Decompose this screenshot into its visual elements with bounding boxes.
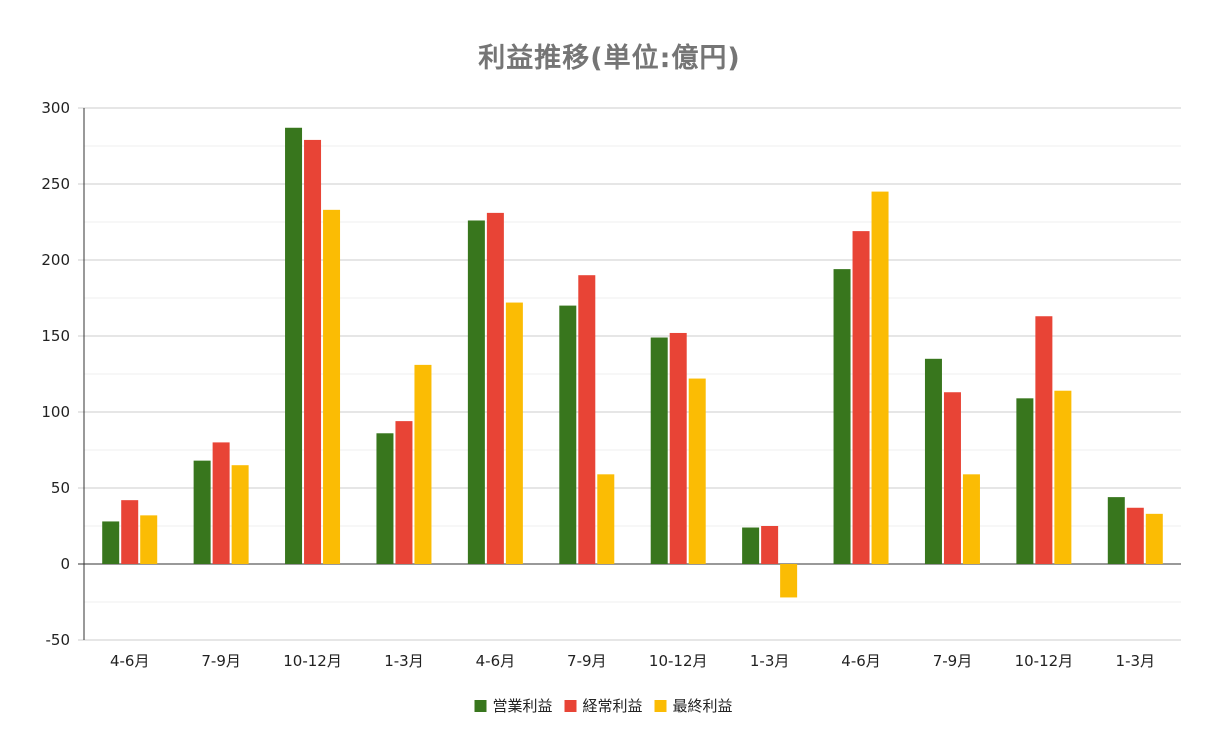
x-tick-label: 4-6月 [841,652,881,670]
bar [688,378,706,564]
bar [467,220,485,565]
y-tick-label: 100 [41,403,70,421]
bar [1054,390,1072,564]
y-tick-label: 150 [41,327,70,345]
bar [852,231,870,564]
legend-label: 営業利益 [493,697,553,715]
bar [486,212,504,564]
legend-swatch [654,700,667,712]
x-tick-label: 1-3月 [1116,652,1156,670]
bar [833,269,851,564]
bar [140,515,158,564]
bar [650,337,668,564]
bar [742,527,760,564]
legend-label: 最終利益 [673,697,733,715]
bar [871,191,889,564]
bar [121,500,139,564]
bar [304,139,322,565]
y-tick-label: 200 [41,251,70,269]
bar [395,421,413,564]
bar [102,521,120,564]
x-tick-label: 1-3月 [384,652,424,670]
bar [559,305,577,564]
bar [376,433,394,564]
bar [414,364,432,564]
x-tick-label: 10-12月 [649,652,708,670]
y-tick-label: 0 [60,555,70,573]
bar [1035,316,1053,564]
bar [212,442,230,564]
x-tick-label: 4-6月 [110,652,150,670]
y-tick-label: 50 [51,479,70,497]
bar [323,209,341,564]
y-tick-label: 250 [41,175,70,193]
x-tick-label: 4-6月 [476,652,516,670]
bar [962,474,980,564]
y-tick-label: 300 [41,99,70,117]
legend-label: 経常利益 [583,697,643,715]
bar [1145,513,1163,564]
bar [231,465,249,564]
x-tick-label: 10-12月 [283,652,342,670]
bar [1016,398,1034,564]
bar [578,275,596,564]
legend-swatch [474,700,487,712]
bar [505,302,523,564]
x-tick-label: 1-3月 [750,652,790,670]
x-tick-label: 10-12月 [1015,652,1074,670]
bar [943,392,961,564]
bar [780,564,798,598]
x-tick-label: 7-9月 [201,652,241,670]
bar [193,460,211,564]
y-tick-label: -50 [46,631,71,649]
bar [761,526,779,564]
bar [924,358,942,564]
bar [597,474,615,564]
bar [1107,497,1125,564]
legend-swatch [564,700,577,712]
bar [669,332,687,564]
x-tick-label: 7-9月 [567,652,607,670]
bar [1126,507,1144,564]
x-tick-label: 7-9月 [933,652,973,670]
bar [285,127,303,564]
chart-title: 利益推移(単位:億円) [478,43,741,74]
